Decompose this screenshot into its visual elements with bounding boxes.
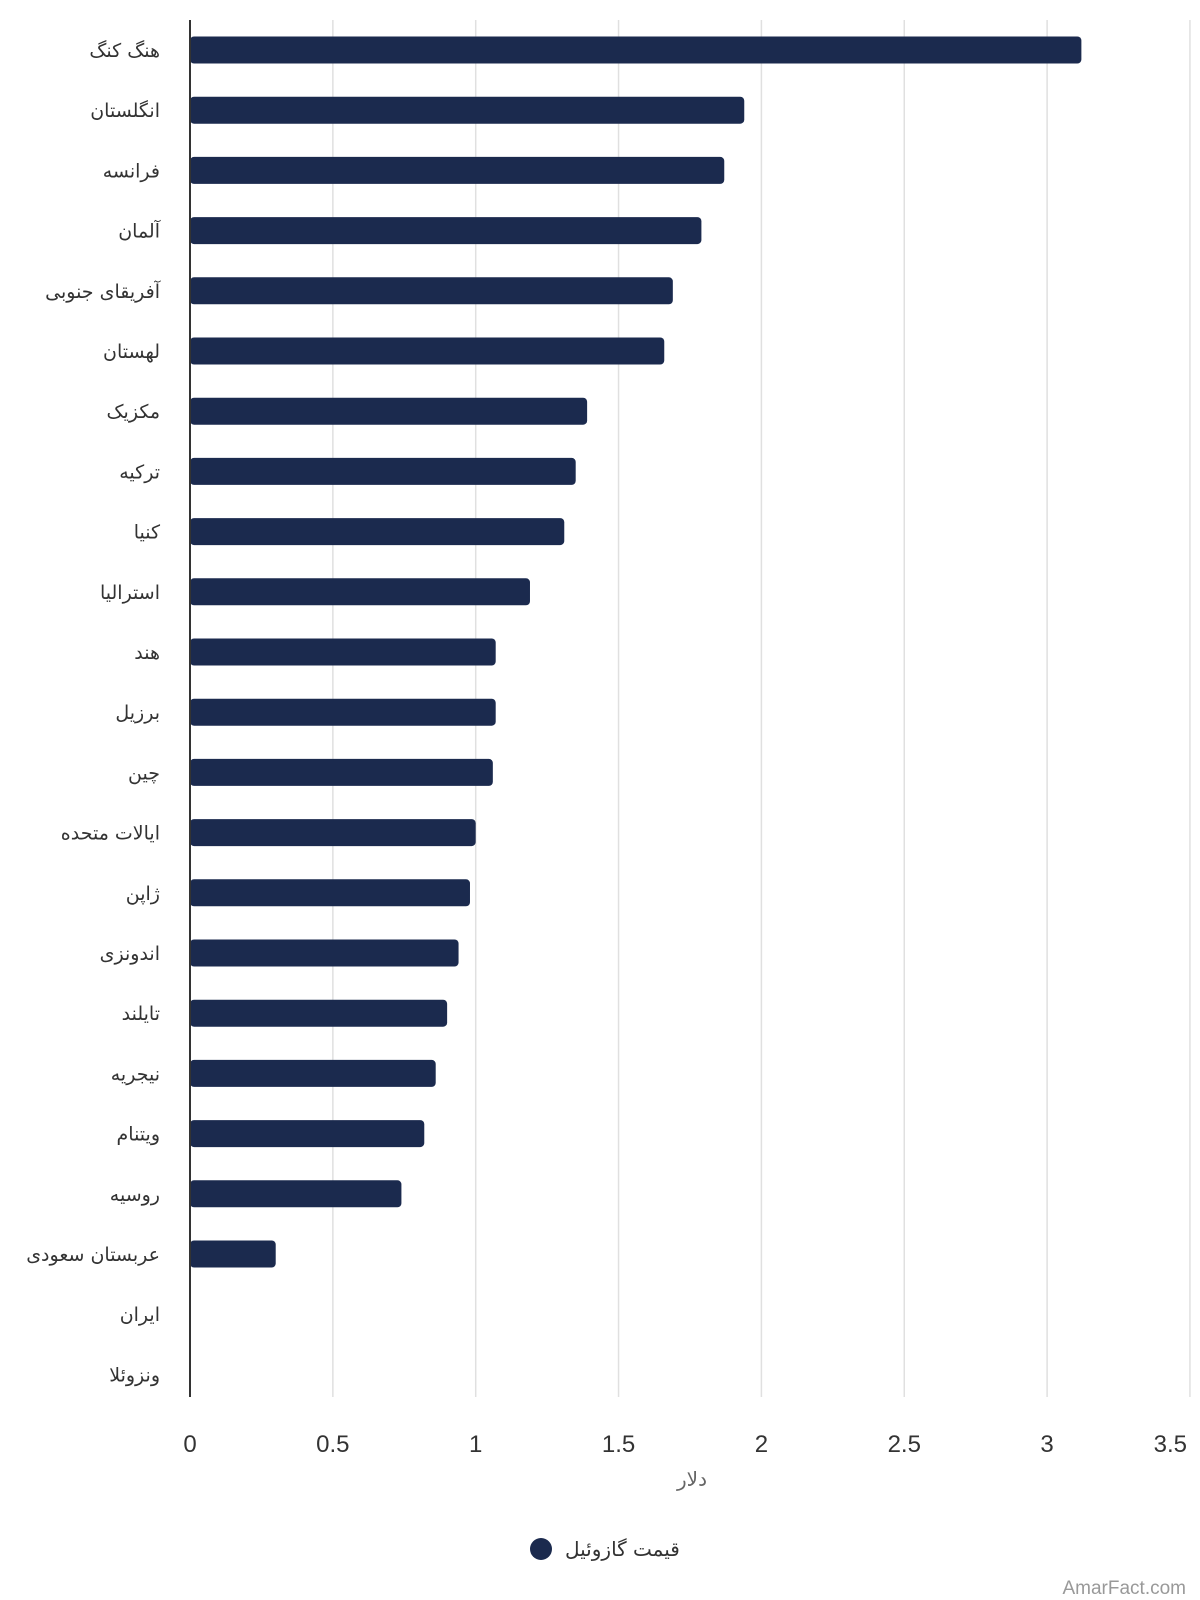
category-label: فرانسه [103, 160, 160, 182]
x-tick-label: 1.5 [602, 1431, 635, 1458]
bar[interactable] [190, 939, 459, 967]
category-label: روسیه [110, 1184, 160, 1206]
bar[interactable] [190, 999, 448, 1027]
category-label: آفریقای جنوبی [45, 279, 161, 303]
legend-marker-icon [530, 1538, 552, 1560]
bar[interactable] [190, 277, 673, 305]
bar[interactable] [190, 96, 745, 124]
bar[interactable] [190, 758, 493, 786]
grid-lines [332, 20, 1191, 1397]
category-label: لهستان [103, 341, 160, 363]
bar[interactable] [190, 578, 530, 606]
bar-group [190, 36, 1082, 1268]
category-label: ایران [120, 1304, 160, 1326]
x-axis-title: دلار [676, 1467, 707, 1491]
bar[interactable] [190, 879, 470, 907]
category-label: برزیل [115, 702, 160, 724]
bar[interactable] [190, 1059, 436, 1087]
category-label: ترکیه [119, 461, 160, 483]
bar[interactable] [190, 638, 496, 666]
legend-label: قیمت گازوئیل [565, 1537, 680, 1561]
x-tick-label: 0 [183, 1431, 196, 1458]
bar[interactable] [190, 698, 496, 726]
x-tick-label: 3.5 [1154, 1431, 1187, 1458]
bar[interactable] [190, 36, 1082, 64]
x-tick-label: 2 [755, 1431, 768, 1458]
category-label: آلمان [118, 219, 161, 243]
bar[interactable] [190, 1180, 402, 1208]
category-label: استرالیا [100, 582, 160, 604]
category-label: ویتنام [117, 1124, 160, 1146]
x-tick-label: 1 [469, 1431, 482, 1458]
category-label: هند [134, 642, 160, 664]
category-labels: هنگ کنگ انگلستان فرانسه آلمان آفریقای جنوبی ل… [26, 40, 161, 1386]
category-label: انگلستان [90, 99, 160, 122]
x-tick-label: 2.5 [888, 1431, 921, 1458]
bar[interactable] [190, 1240, 276, 1268]
category-label: تایلند [122, 1003, 160, 1025]
category-label: چین [128, 762, 160, 784]
bar[interactable] [190, 337, 665, 365]
category-label: هنگ کنگ [89, 40, 160, 62]
bar[interactable] [190, 518, 565, 546]
bar[interactable] [190, 1120, 425, 1148]
bar[interactable] [190, 217, 702, 245]
x-tick-labels: 0 0.5 1 1.5 2 2.5 3 3.5 [183, 1431, 1187, 1458]
category-label: عربستان سعودی [26, 1244, 160, 1266]
legend[interactable]: قیمت گازوئیل [530, 1537, 680, 1561]
category-label: نیجریه [111, 1063, 160, 1085]
category-label: مکزیک [107, 401, 160, 423]
bar[interactable] [190, 457, 576, 485]
credit-text[interactable]: AmarFact.com [1062, 1578, 1186, 1599]
category-label: ونزوئلا [109, 1364, 160, 1386]
bar[interactable] [190, 397, 588, 425]
bar[interactable] [190, 156, 725, 184]
x-tick-label: 3 [1040, 1431, 1053, 1458]
x-tick-label: 0.5 [316, 1431, 349, 1458]
category-label: ژاپن [126, 883, 160, 905]
bar[interactable] [190, 819, 476, 847]
category-label: اندونزی [100, 943, 160, 965]
category-label: ایالات متحده [61, 823, 160, 845]
category-label: کنیا [134, 522, 161, 544]
